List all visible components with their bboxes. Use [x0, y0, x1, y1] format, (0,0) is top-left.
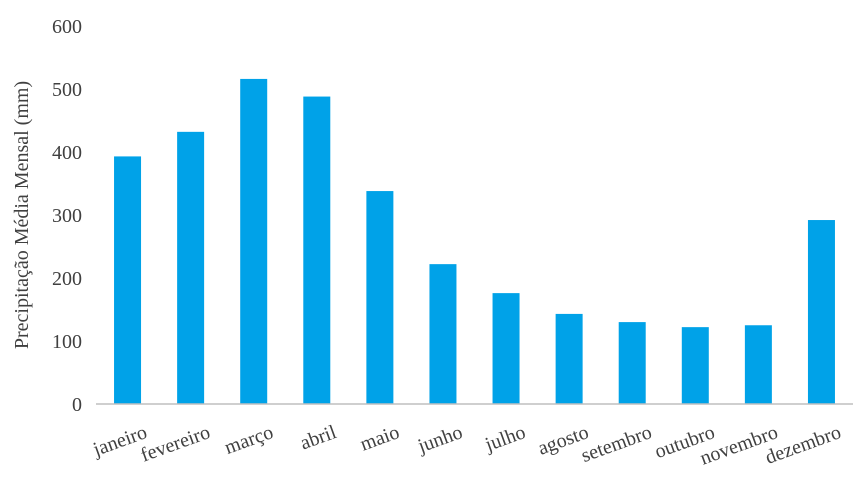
y-tick-label: 500 [52, 79, 82, 101]
bar-agosto [555, 313, 583, 404]
bar-junho [429, 264, 457, 404]
bar-novembro [744, 325, 772, 404]
bar-maio [366, 191, 394, 404]
bar-abril [303, 96, 331, 404]
y-tick-label: 100 [52, 331, 82, 353]
x-tick-label: julho [481, 421, 528, 456]
bar-julho [492, 293, 520, 404]
y-tick-label: 400 [52, 142, 82, 164]
y-axis: 0 100 200 300 400 500 600 [52, 16, 82, 416]
x-tick-label: março [222, 421, 276, 459]
x-tick-label: fevereiro [138, 421, 213, 466]
y-tick-label: 600 [52, 16, 82, 38]
bar-dezembro [807, 220, 835, 404]
x-tick-label: maio [357, 421, 402, 455]
x-tick-label: abril [297, 421, 339, 454]
y-axis-title: Precipitação Média Mensal (mm) [11, 81, 33, 349]
bar-janeiro [114, 156, 142, 404]
x-tick-label: setembro [578, 421, 654, 467]
bar-março [240, 78, 268, 405]
bars [114, 78, 835, 405]
y-tick-label: 300 [52, 205, 82, 227]
y-tick-label: 0 [72, 394, 82, 416]
bar-setembro [618, 322, 646, 404]
bar-outubro [681, 327, 709, 404]
bar-fevereiro [177, 131, 205, 404]
x-tick-label: junho [414, 421, 465, 458]
y-tick-label: 200 [52, 268, 82, 290]
